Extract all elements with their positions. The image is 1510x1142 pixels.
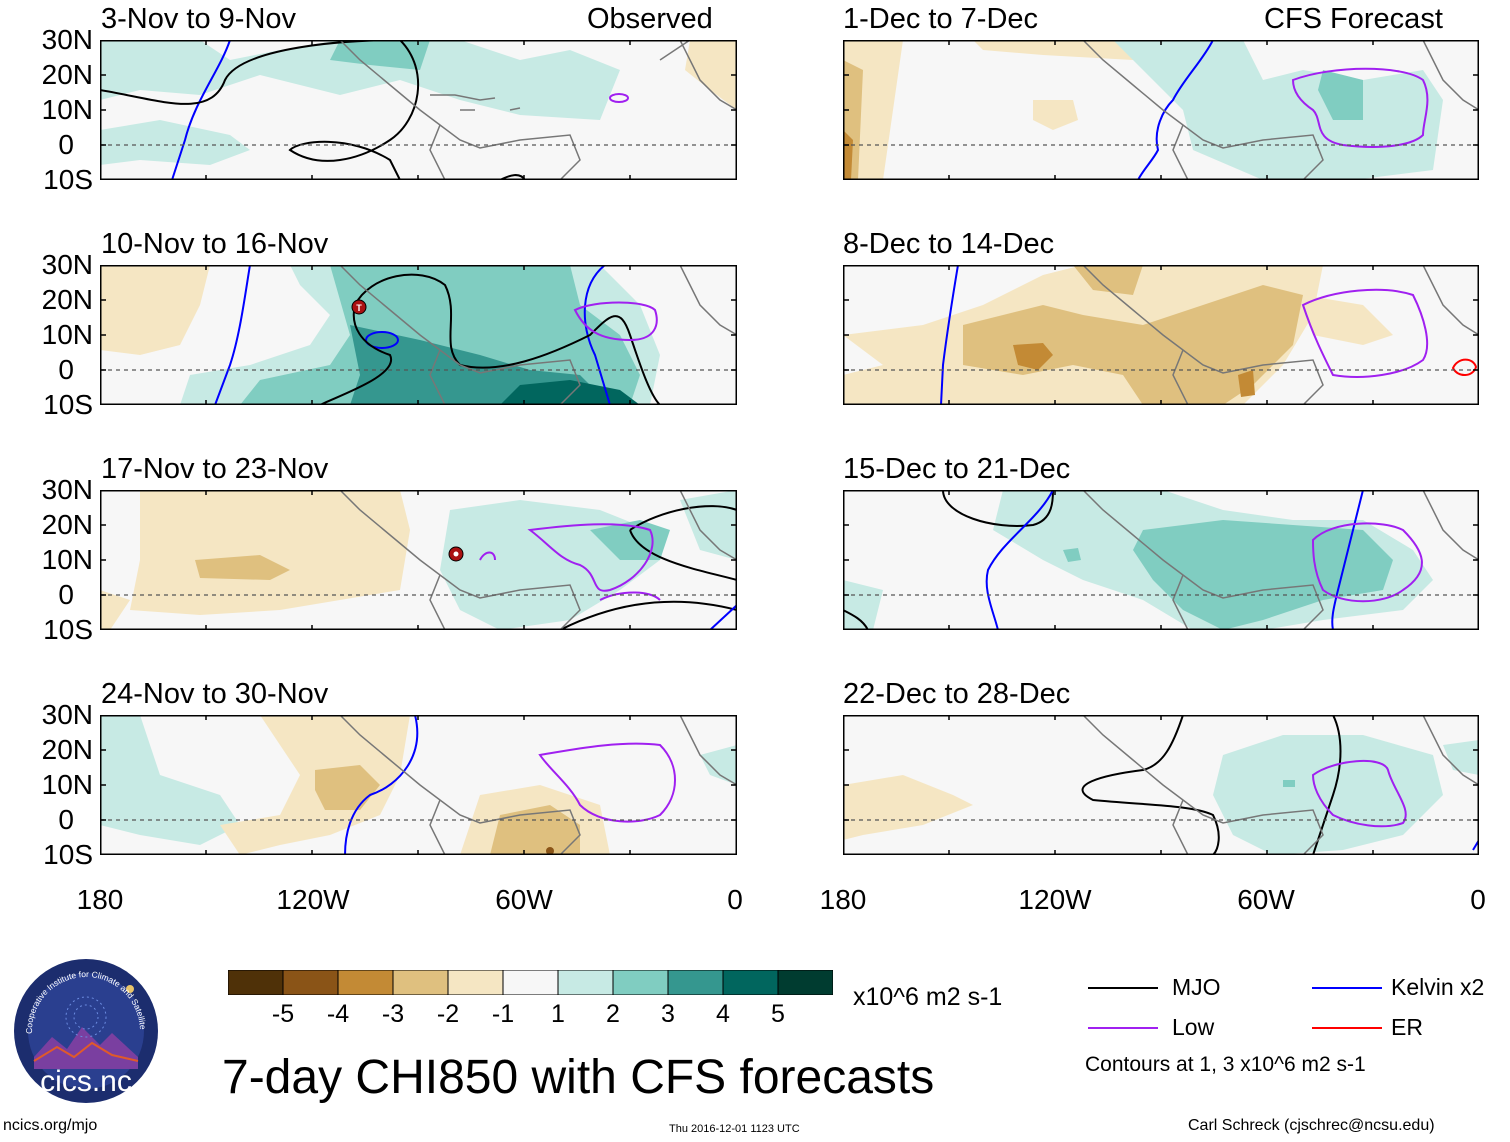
y-tick-label: 30N [41,474,93,505]
colorbar-swatch [777,969,834,996]
colorbar-swatch [392,969,449,996]
colorbar-swatch [667,969,724,996]
map-panel-10-nov: T [100,265,737,405]
figure-title: 7-day CHI850 with CFS forecasts [222,1051,935,1104]
colorbar-tick-label: -3 [381,1000,405,1028]
x-tick-label: 60W [495,884,553,915]
y-tick-label: 10N [41,544,93,575]
legend-label-mjo: MJO [1172,974,1221,1000]
colorbar-swatch [557,969,614,996]
colorbar [227,969,834,996]
svg-text:T: T [356,303,362,313]
legend-line-mjo [1088,987,1158,989]
x-tick-label: 0 [1470,884,1486,915]
footer-author: Carl Schreck (cjschrec@ncsu.edu) [1188,1117,1435,1134]
y-tick-label: 10S [43,614,93,645]
colorbar-tick-label: -2 [436,1000,460,1028]
colorbar-tick-label: -5 [271,1000,295,1028]
map-panel-1-dec [843,40,1479,180]
legend-line-kelvin [1312,987,1382,989]
legend-label-kelvin: Kelvin x2 [1391,974,1485,1000]
y-tick-label: 10N [41,94,93,125]
map-panel-22-dec [843,715,1479,855]
y-tick-label: 10S [43,164,93,195]
map-panel-17-nov [100,490,737,630]
storm-icon: T [351,299,367,315]
legend-label-er: ER [1391,1014,1423,1040]
footer-url[interactable]: ncics.org/mjo [3,1117,98,1134]
x-tick-label: 0 [727,884,743,915]
colorbar-tick-label: 5 [771,1000,785,1028]
panel-title: 1-Dec to 7-Dec [843,3,1039,35]
map-panel-24-nov [100,715,737,855]
panel-title: 3-Nov to 9-Nov [101,3,297,35]
panel-title: 10-Nov to 16-Nov [101,228,329,260]
y-tick-label: 10S [43,389,93,420]
y-tick-label: 10N [41,319,93,350]
footer-timestamp: Thu 2016-12-01 1123 UTC [669,1123,800,1135]
panel-title: 8-Dec to 14-Dec [843,228,1055,260]
x-tick-label: 60W [1237,884,1295,915]
colorbar-tick-label: 2 [606,1000,620,1028]
legend-line-low [1088,1027,1158,1029]
map-panel-3-nov [100,40,737,180]
observed-label: Observed [587,3,713,35]
colorbar-tick-label: 1 [551,1000,565,1028]
y-tick-label: 10N [41,769,93,800]
panel-title: 17-Nov to 23-Nov [101,453,329,485]
x-tick-label: 180 [819,884,867,915]
y-tick-label: 20N [41,284,93,315]
y-tick-label: 30N [41,699,93,730]
map-panel-15-dec [843,490,1479,630]
y-tick-label: 20N [41,734,93,765]
y-tick-label: 30N [41,249,93,280]
y-tick-label: 20N [41,509,93,540]
y-tick-label: 20N [41,59,93,90]
colorbar-tick-label: 4 [716,1000,730,1028]
y-tick-label: 0 [58,804,74,835]
cfs-forecast-label: CFS Forecast [1264,3,1443,35]
y-tick-label: 0 [58,354,74,385]
legend-line-er [1312,1027,1382,1029]
panel-title: 24-Nov to 30-Nov [101,678,329,710]
panel-title: 22-Dec to 28-Dec [843,678,1071,710]
colorbar-swatch [227,969,284,996]
colorbar-swatch [502,969,559,996]
contour-note: Contours at 1, 3 x10^6 m2 s-1 [1085,1053,1366,1076]
cics-logo: Cooperative Institute for Climate and Sa… [10,949,160,1105]
y-tick-label: 0 [58,129,74,160]
y-tick-label: 10S [43,839,93,870]
colorbar-swatch [612,969,669,996]
colorbar-tick-label: -4 [326,1000,350,1028]
x-tick-label: 180 [76,884,124,915]
legend-label-low: Low [1172,1014,1215,1040]
colorbar-tick-label: 3 [661,1000,675,1028]
colorbar-tick-label: -1 [491,1000,515,1028]
y-tick-label: 0 [58,579,74,610]
colorbar-swatch [337,969,394,996]
units-label: x10^6 m2 s-1 [853,983,1003,1011]
map-panel-8-dec [843,265,1479,405]
logo-text: cics.nc [40,1065,132,1098]
colorbar-swatch [722,969,779,996]
y-tick-label: 30N [41,24,93,55]
x-tick-label: 120W [276,884,350,915]
panel-title: 15-Dec to 21-Dec [843,453,1071,485]
colorbar-swatch [447,969,504,996]
x-tick-label: 120W [1018,884,1092,915]
storm-icon [448,546,464,562]
colorbar-swatch [282,969,339,996]
